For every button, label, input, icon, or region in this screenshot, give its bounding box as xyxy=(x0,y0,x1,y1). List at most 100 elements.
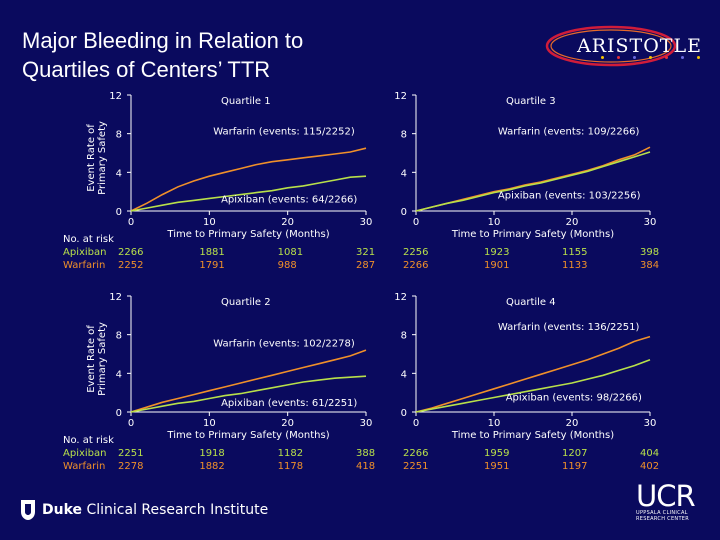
at-risk-warfarin-value: 1133 xyxy=(562,260,587,271)
warfarin-series-label: Warfarin (events: 102/2278) xyxy=(213,338,355,349)
x-tick-label: 30 xyxy=(360,217,373,228)
ucr-logo-line-2: RESEARCH CENTER xyxy=(636,516,690,522)
at-risk-apixaban-value: 398 xyxy=(640,247,659,258)
ucr-logo-line-1: UPPSALA CLINICAL xyxy=(636,510,688,516)
warfarin-series-label: Warfarin (events: 109/2266) xyxy=(498,127,640,138)
at-risk-apixaban-label: Apixiban xyxy=(63,448,106,459)
at-risk-apixaban-value: 1959 xyxy=(484,448,509,459)
y-tick-label: 12 xyxy=(394,91,407,102)
apixaban-series-label: Apixiban (events: 103/2256) xyxy=(498,190,641,201)
logo-dot xyxy=(681,56,684,59)
y-axis-label-line-1: Event Rate of xyxy=(86,325,97,393)
at-risk-apixaban-value: 1081 xyxy=(278,247,303,258)
logo-dot xyxy=(665,56,668,59)
x-tick-label: 0 xyxy=(128,418,134,429)
warfarin-line xyxy=(130,349,367,413)
at-risk-apixaban-value: 1881 xyxy=(199,247,224,258)
warfarin-line xyxy=(130,147,367,212)
x-tick-label: 10 xyxy=(488,217,501,228)
x-axis-label: Time to Primary Safety (Months) xyxy=(451,229,614,240)
at-risk-apixaban-value: 1155 xyxy=(562,247,587,258)
x-tick-label: 20 xyxy=(281,418,294,429)
logo-dot xyxy=(649,56,652,59)
apixaban-line xyxy=(415,151,651,212)
y-tick-label: 8 xyxy=(116,130,122,141)
apixaban-line xyxy=(415,359,651,413)
x-tick-label: 30 xyxy=(644,418,657,429)
apixaban-line xyxy=(130,175,367,212)
y-tick-label: 8 xyxy=(116,331,122,342)
duke-logo-bold: Duke xyxy=(42,502,83,518)
x-tick-label: 30 xyxy=(644,217,657,228)
aristotle-logo-text: ARISTOTLE xyxy=(577,35,702,57)
y-tick-label: 0 xyxy=(116,207,122,218)
page-title-line-1: Major Bleeding in Relation to xyxy=(22,28,304,53)
y-tick-label: 0 xyxy=(401,207,407,218)
aristotle-swoosh-icon xyxy=(545,25,677,67)
at-risk-warfarin-value: 1791 xyxy=(199,260,224,271)
apixaban-line xyxy=(130,375,367,413)
x-tick-label: 20 xyxy=(566,217,579,228)
at-risk-warfarin-value: 988 xyxy=(278,260,297,271)
x-axis-label: Time to Primary Safety (Months) xyxy=(166,229,329,240)
aristotle-logo: ARISTOTLE xyxy=(545,25,710,70)
ucr-logo-text: UCR xyxy=(636,479,696,513)
at-risk-warfarin-value: 418 xyxy=(356,461,375,472)
y-tick-label: 4 xyxy=(116,168,122,179)
at-risk-label: No. at risk xyxy=(63,234,114,245)
at-risk-warfarin-value: 1901 xyxy=(484,260,509,271)
y-tick-label: 12 xyxy=(109,292,122,303)
y-tick-label: 4 xyxy=(401,168,407,179)
x-tick-label: 10 xyxy=(203,217,216,228)
warfarin-series-label: Warfarin (events: 136/2251) xyxy=(498,322,640,333)
x-tick-label: 10 xyxy=(203,418,216,429)
apixaban-series-label: Apixiban (events: 64/2266) xyxy=(221,194,357,205)
panel-title: Quartile 1 xyxy=(221,96,271,107)
at-risk-warfarin-value: 1882 xyxy=(199,461,224,472)
at-risk-label: No. at risk xyxy=(63,435,114,446)
x-tick-label: 0 xyxy=(413,217,419,228)
warfarin-line xyxy=(415,335,651,413)
at-risk-apixaban-value: 1923 xyxy=(484,247,509,258)
x-tick-label: 20 xyxy=(281,217,294,228)
logo-dot xyxy=(617,56,620,59)
at-risk-warfarin-value: 287 xyxy=(356,260,375,271)
panel-title: Quartile 3 xyxy=(506,96,556,107)
at-risk-apixaban-label: Apixiban xyxy=(63,247,106,258)
y-axis-label-line-2: Primary Safety xyxy=(97,121,108,195)
y-tick-label: 8 xyxy=(401,331,407,342)
logo-dot xyxy=(633,56,636,59)
x-tick-label: 0 xyxy=(413,418,419,429)
apixaban-series-label: Apixiban (events: 61/2251) xyxy=(221,398,357,409)
at-risk-apixaban-value: 388 xyxy=(356,448,375,459)
at-risk-apixaban-value: 2251 xyxy=(118,448,143,459)
y-tick-label: 12 xyxy=(109,91,122,102)
at-risk-warfarin-value: 1197 xyxy=(562,461,587,472)
y-tick-label: 4 xyxy=(401,369,407,380)
y-tick-label: 0 xyxy=(401,408,407,419)
at-risk-warfarin-value: 402 xyxy=(640,461,659,472)
apixaban-series-label: Apixiban (events: 98/2266) xyxy=(506,392,642,403)
page-title: Major Bleeding in Relation to Quartiles … xyxy=(22,26,303,84)
y-tick-label: 4 xyxy=(116,369,122,380)
aristotle-logo-dots xyxy=(601,56,700,59)
logo-dot xyxy=(697,56,700,59)
logo-dot xyxy=(601,56,604,59)
panel-title: Quartile 2 xyxy=(221,297,271,308)
x-tick-label: 0 xyxy=(128,217,134,228)
at-risk-apixaban-value: 404 xyxy=(640,448,659,459)
page-title-line-2: Quartiles of Centers’ TTR xyxy=(22,57,271,82)
ucr-logo: UCR UPPSALA CLINICAL RESEARCH CENTER xyxy=(636,482,706,528)
x-tick-label: 20 xyxy=(566,418,579,429)
y-axis-label-line-2: Primary Safety xyxy=(97,322,108,396)
at-risk-warfarin-value: 384 xyxy=(640,260,659,271)
at-risk-apixaban-value: 1182 xyxy=(278,448,303,459)
at-risk-warfarin-value: 2252 xyxy=(118,260,143,271)
y-axis-label-line-1: Event Rate of xyxy=(86,124,97,192)
duke-logo: Duke Clinical Research Institute xyxy=(20,498,268,522)
at-risk-warfarin-label: Warfarin xyxy=(63,461,105,472)
at-risk-warfarin-value: 2278 xyxy=(118,461,143,472)
at-risk-warfarin-value: 1951 xyxy=(484,461,509,472)
at-risk-warfarin-value: 2266 xyxy=(403,260,428,271)
